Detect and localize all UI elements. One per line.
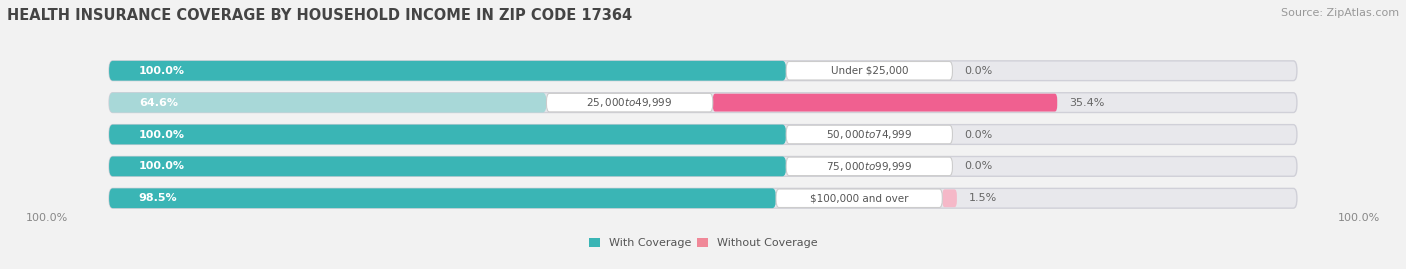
Text: 100.0%: 100.0% <box>1339 213 1381 223</box>
Text: 0.0%: 0.0% <box>965 129 993 140</box>
Text: 100.0%: 100.0% <box>139 66 184 76</box>
FancyBboxPatch shape <box>110 157 786 176</box>
Text: 98.5%: 98.5% <box>139 193 177 203</box>
FancyBboxPatch shape <box>786 125 952 144</box>
Text: $50,000 to $74,999: $50,000 to $74,999 <box>827 128 912 141</box>
FancyBboxPatch shape <box>786 157 952 176</box>
Text: Source: ZipAtlas.com: Source: ZipAtlas.com <box>1281 8 1399 18</box>
Text: Under $25,000: Under $25,000 <box>831 66 908 76</box>
FancyBboxPatch shape <box>786 62 952 80</box>
Text: 1.5%: 1.5% <box>969 193 997 203</box>
Text: 100.0%: 100.0% <box>25 213 67 223</box>
Text: HEALTH INSURANCE COVERAGE BY HOUSEHOLD INCOME IN ZIP CODE 17364: HEALTH INSURANCE COVERAGE BY HOUSEHOLD I… <box>7 8 633 23</box>
FancyBboxPatch shape <box>942 189 957 207</box>
Legend: With Coverage, Without Coverage: With Coverage, Without Coverage <box>585 234 821 253</box>
Text: 35.4%: 35.4% <box>1069 98 1105 108</box>
FancyBboxPatch shape <box>110 157 1296 176</box>
Text: 0.0%: 0.0% <box>965 161 993 171</box>
FancyBboxPatch shape <box>110 93 1296 112</box>
Text: $100,000 and over: $100,000 and over <box>810 193 908 203</box>
FancyBboxPatch shape <box>713 94 1057 112</box>
Text: $25,000 to $49,999: $25,000 to $49,999 <box>586 96 673 109</box>
FancyBboxPatch shape <box>110 61 1296 81</box>
Text: 100.0%: 100.0% <box>139 129 184 140</box>
FancyBboxPatch shape <box>110 93 547 112</box>
Text: 0.0%: 0.0% <box>965 66 993 76</box>
FancyBboxPatch shape <box>776 189 942 207</box>
FancyBboxPatch shape <box>110 188 1296 208</box>
Text: $75,000 to $99,999: $75,000 to $99,999 <box>827 160 912 173</box>
Text: 64.6%: 64.6% <box>139 98 177 108</box>
FancyBboxPatch shape <box>110 188 776 208</box>
FancyBboxPatch shape <box>110 61 786 81</box>
FancyBboxPatch shape <box>547 93 713 112</box>
Text: 100.0%: 100.0% <box>139 161 184 171</box>
FancyBboxPatch shape <box>110 125 786 144</box>
FancyBboxPatch shape <box>110 125 1296 144</box>
